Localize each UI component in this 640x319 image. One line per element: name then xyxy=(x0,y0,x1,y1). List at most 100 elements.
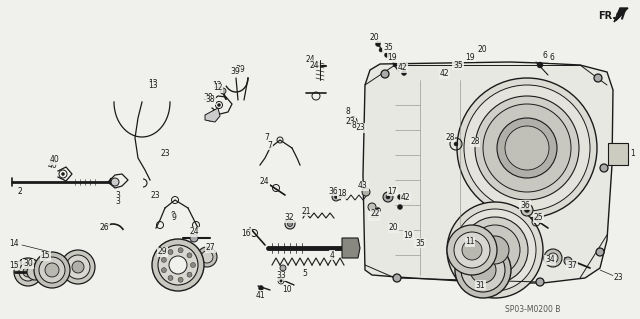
Text: 28: 28 xyxy=(445,132,455,142)
Text: 42: 42 xyxy=(400,192,410,202)
Text: 20: 20 xyxy=(477,46,487,55)
Circle shape xyxy=(386,195,390,199)
Text: 36: 36 xyxy=(520,201,530,210)
Circle shape xyxy=(397,204,403,210)
Text: 4: 4 xyxy=(330,250,335,259)
Text: 2: 2 xyxy=(18,188,22,197)
Circle shape xyxy=(161,268,166,273)
Text: 6: 6 xyxy=(550,54,554,63)
Text: 40: 40 xyxy=(50,155,60,165)
Circle shape xyxy=(187,272,192,277)
Circle shape xyxy=(368,203,376,211)
Text: 33: 33 xyxy=(276,271,286,280)
Text: 3: 3 xyxy=(116,191,120,201)
Circle shape xyxy=(596,248,604,256)
Text: 11: 11 xyxy=(465,238,475,247)
Text: 32: 32 xyxy=(284,213,294,222)
Text: 35: 35 xyxy=(369,211,379,220)
Text: 42: 42 xyxy=(397,63,407,72)
Circle shape xyxy=(218,103,221,107)
Text: 18: 18 xyxy=(337,189,347,198)
Text: 8: 8 xyxy=(351,122,356,130)
Circle shape xyxy=(332,193,340,201)
Polygon shape xyxy=(205,108,220,122)
Circle shape xyxy=(383,192,393,202)
Circle shape xyxy=(72,261,84,273)
Circle shape xyxy=(397,195,403,199)
Circle shape xyxy=(187,253,192,258)
Circle shape xyxy=(61,250,95,284)
Circle shape xyxy=(600,164,608,172)
Circle shape xyxy=(61,173,65,175)
Text: 15: 15 xyxy=(9,261,19,270)
Circle shape xyxy=(285,219,295,229)
Circle shape xyxy=(59,170,67,178)
Circle shape xyxy=(190,234,198,242)
Text: 17: 17 xyxy=(387,187,397,196)
Circle shape xyxy=(521,204,533,216)
Text: 28: 28 xyxy=(470,137,480,146)
Text: 42: 42 xyxy=(439,70,449,78)
Circle shape xyxy=(385,53,390,57)
Text: 5: 5 xyxy=(303,269,307,278)
Circle shape xyxy=(470,257,496,283)
Circle shape xyxy=(178,277,183,282)
Text: 25: 25 xyxy=(533,213,543,222)
Circle shape xyxy=(381,70,389,78)
Circle shape xyxy=(454,232,490,268)
Text: 22: 22 xyxy=(371,210,380,219)
Text: 12: 12 xyxy=(212,80,221,90)
Circle shape xyxy=(525,207,529,212)
Polygon shape xyxy=(363,62,613,283)
Circle shape xyxy=(19,263,37,281)
Circle shape xyxy=(152,239,204,291)
Text: 24: 24 xyxy=(305,56,315,64)
Circle shape xyxy=(564,257,572,265)
Circle shape xyxy=(379,48,383,52)
Text: 7: 7 xyxy=(264,132,269,142)
Text: 30: 30 xyxy=(23,259,33,269)
Text: 31: 31 xyxy=(475,280,485,290)
Text: 35: 35 xyxy=(383,43,393,53)
Text: 6: 6 xyxy=(543,50,547,60)
Text: FR.: FR. xyxy=(598,11,616,21)
Circle shape xyxy=(34,252,70,288)
Circle shape xyxy=(537,62,543,68)
Text: 13: 13 xyxy=(148,81,158,91)
Circle shape xyxy=(447,202,543,298)
Circle shape xyxy=(287,221,292,226)
Text: 23: 23 xyxy=(150,191,160,201)
Text: 8: 8 xyxy=(346,108,350,116)
Polygon shape xyxy=(342,238,360,258)
Circle shape xyxy=(376,41,381,47)
Circle shape xyxy=(376,207,381,212)
Text: 39: 39 xyxy=(230,68,240,77)
Circle shape xyxy=(351,120,355,122)
Circle shape xyxy=(481,236,509,264)
Circle shape xyxy=(111,178,119,186)
Text: 16: 16 xyxy=(241,228,251,238)
Circle shape xyxy=(393,274,401,282)
Circle shape xyxy=(191,263,195,268)
Text: 35: 35 xyxy=(453,61,463,70)
Text: 10: 10 xyxy=(282,286,292,294)
Text: 23: 23 xyxy=(160,149,170,158)
Circle shape xyxy=(27,264,43,280)
Text: 37: 37 xyxy=(567,261,577,270)
Text: 23: 23 xyxy=(345,117,355,127)
Circle shape xyxy=(168,276,173,280)
Circle shape xyxy=(536,278,544,286)
Circle shape xyxy=(169,256,187,274)
Circle shape xyxy=(39,257,65,283)
Circle shape xyxy=(280,280,282,282)
Text: 20: 20 xyxy=(369,33,379,42)
Circle shape xyxy=(475,96,579,200)
Text: 19: 19 xyxy=(465,53,475,62)
Circle shape xyxy=(201,251,213,263)
Circle shape xyxy=(483,104,571,192)
Circle shape xyxy=(401,70,406,76)
Text: 21: 21 xyxy=(301,206,311,216)
Circle shape xyxy=(178,248,183,253)
Circle shape xyxy=(161,257,166,262)
Text: 9: 9 xyxy=(171,211,175,219)
